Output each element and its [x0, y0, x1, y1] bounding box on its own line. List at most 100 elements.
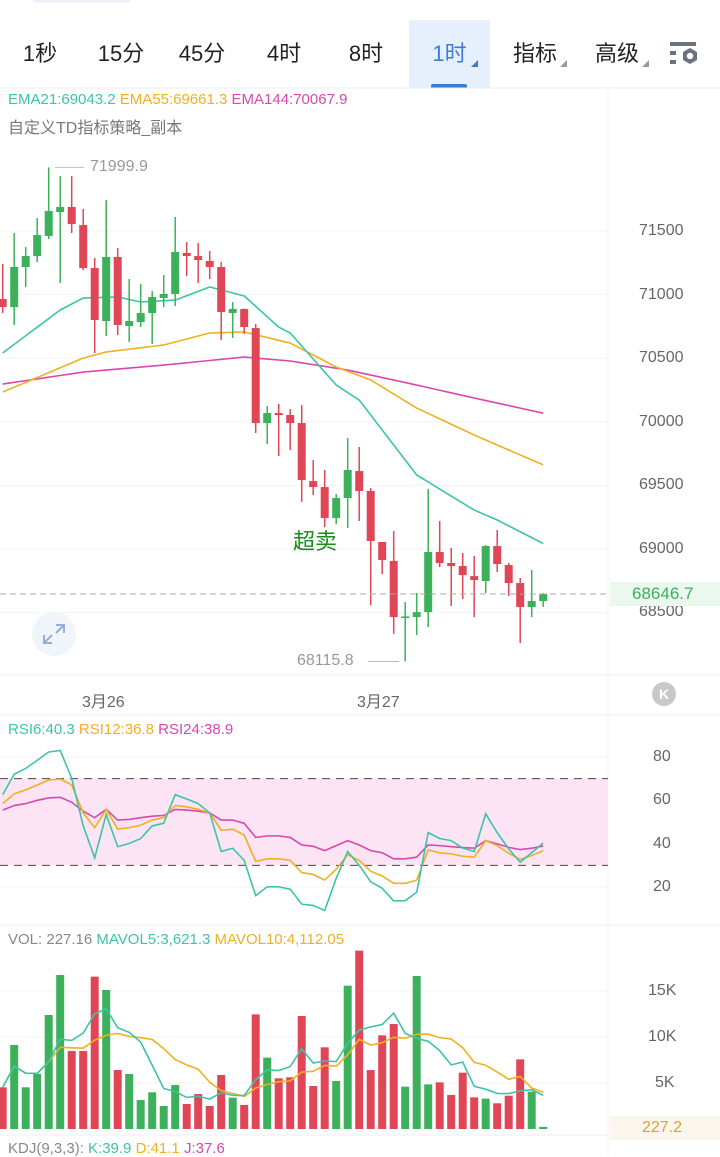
volume-bar [44, 1015, 53, 1129]
chart-settings-button[interactable] [664, 20, 708, 88]
fullscreen-button[interactable] [32, 612, 76, 656]
candle-body [527, 601, 536, 608]
candle-body [182, 253, 191, 257]
volume-legend: VOL: 227.16 MAVOL5:3,621.3 MAVOL10:4,112… [8, 931, 344, 948]
volume-bar [401, 1086, 410, 1129]
rsi-legend: RSI6:40.3 RSI12:36.8 RSI24:38.9 [8, 721, 233, 738]
volume-bar [90, 976, 99, 1129]
candle-body [447, 562, 456, 567]
price-tick: 71500 [639, 222, 684, 239]
rsi6-line [2, 749, 544, 912]
candle-body [320, 487, 329, 519]
candle-body [194, 256, 203, 261]
candle-body [355, 471, 364, 491]
candle-body [33, 235, 42, 257]
kdj-k-value: K:39.9 [88, 1140, 132, 1157]
kdj-j-value: J:37.6 [183, 1140, 225, 1157]
rsi-tick: 40 [653, 835, 671, 852]
volume-bar [79, 1050, 88, 1129]
volume-bar [458, 1072, 467, 1129]
mavol5-line [1, 1007, 544, 1100]
mavol10-line [1, 1032, 544, 1098]
candle-body [240, 308, 249, 328]
rsi24-value: RSI24:38.9 [158, 721, 234, 738]
price-tick: 71000 [639, 286, 684, 303]
volume-bar [470, 1097, 479, 1129]
volume-bar [10, 1045, 19, 1129]
high-price-label: 71999.9 [90, 158, 148, 175]
volume-bar [309, 1086, 318, 1129]
kdj-legend: KDJ(9,3,3): K:39.9 D:41.1 J:37.6 [8, 1140, 225, 1157]
candle-body [424, 552, 433, 613]
volume-bar [343, 985, 352, 1129]
mavol10-value: MAVOL10:4,112.05 [214, 931, 345, 948]
volume-bar [171, 1085, 180, 1129]
volume-bar [263, 1057, 272, 1129]
tab-15m[interactable]: 15分 [97, 41, 145, 66]
price-tick: 70000 [639, 413, 684, 430]
rsi12-value: RSI12:36.8 [78, 721, 154, 738]
scroll-to-latest-button[interactable]: K [652, 682, 676, 706]
volume-bar [33, 1073, 42, 1129]
rsi6-value: RSI6:40.3 [8, 721, 75, 738]
candle-body [148, 297, 157, 314]
volume-bar [527, 1091, 536, 1129]
tab-45m[interactable]: 45分 [178, 41, 226, 66]
timeframe-tabs: 1秒 15分 45分 4时 8时 1时 指标 高级 [0, 20, 720, 88]
candle-body [286, 415, 295, 424]
rsi-tick: 60 [653, 791, 671, 808]
tab-1s[interactable]: 1秒 [22, 41, 58, 66]
candle-body [159, 293, 168, 299]
volume-bar [481, 1098, 490, 1129]
candle-body [228, 308, 237, 314]
candle-body [504, 565, 513, 584]
dropdown-triangle-icon [560, 60, 567, 67]
candle-body [309, 481, 318, 488]
candle-body [205, 261, 214, 267]
candle-body [67, 206, 76, 225]
candle-body [125, 321, 134, 327]
candle-body [378, 542, 387, 561]
volume-bar [493, 1103, 502, 1129]
candle-body [44, 211, 53, 236]
candle-body [493, 546, 502, 565]
candle-body [332, 497, 341, 519]
price-tick: 68500 [639, 603, 684, 620]
date-tick: 3月26 [82, 694, 125, 711]
volume-tick: 5K [655, 1074, 675, 1091]
candle-body [435, 552, 444, 563]
tab-4h[interactable]: 4时 [266, 41, 302, 66]
expand-icon [43, 624, 65, 644]
ema21-value: EMA21:69043.2 [8, 91, 116, 108]
tab-1h[interactable]: 1时 [409, 20, 490, 88]
price-tick: 69500 [639, 476, 684, 493]
volume-bar [366, 1070, 375, 1129]
chart-settings-icon [670, 42, 697, 64]
volume-bar [102, 989, 111, 1129]
volume-bar [240, 1104, 249, 1129]
tab-indicators[interactable]: 指标 [500, 20, 570, 88]
drag-handle[interactable] [32, 0, 132, 3]
skip-left-icon: K [658, 686, 670, 702]
candle-body [458, 566, 467, 576]
mavol5-value: MAVOL5:3,621.3 [96, 931, 211, 948]
volume-bar [378, 1035, 387, 1129]
ema144-line [2, 356, 544, 414]
volume-bar [332, 1080, 341, 1129]
candle-body [481, 546, 490, 582]
current-price-tag: 68646.7 [610, 582, 720, 606]
current-price: 68646.7 [632, 584, 694, 603]
candle-body [217, 266, 226, 313]
tab-advanced[interactable]: 高级 [582, 20, 652, 88]
volume-tick: 10K [648, 1028, 677, 1045]
candle-body [21, 256, 30, 267]
candle-body [343, 470, 352, 498]
volume-bar [435, 1082, 444, 1129]
tab-8h[interactable]: 8时 [348, 41, 384, 66]
date-tick: 3月27 [357, 694, 400, 711]
volume-bar [286, 1077, 295, 1129]
candle-body [90, 268, 99, 321]
candle-body [10, 266, 19, 308]
volume-tick: 15K [648, 982, 677, 999]
